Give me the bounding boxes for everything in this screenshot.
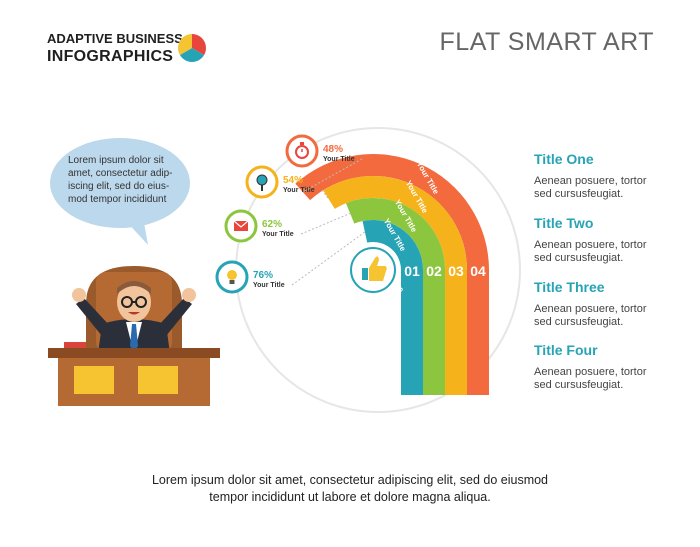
speech-bubble (50, 138, 190, 245)
callout-title: Your Title (253, 282, 285, 289)
legend-title: Title Three (534, 279, 605, 295)
brand-line-2: INFOGRAPHICS (47, 48, 174, 65)
callout-percent: 76% (253, 270, 273, 281)
band-number: 02 (426, 263, 442, 279)
legend-item-3: Title Three Aenean posuere, tortor sed c… (534, 279, 684, 329)
thumbs-up-icon (362, 256, 387, 281)
legend-title: Title Four (534, 342, 598, 358)
footer-line-2: tempor incididunt ut labore et dolore ma… (209, 490, 491, 504)
brand-logo-icon (178, 34, 206, 62)
legend-desc-line: sed cursusfeugiat. (534, 379, 624, 391)
band-03 (323, 176, 467, 395)
legend-item-4: Title Four Aenean posuere, tortor sed cu… (534, 342, 684, 392)
magnifier-icon (256, 174, 268, 191)
callout-percent: 62% (262, 219, 282, 230)
callout-title: Your Title (323, 156, 355, 163)
envelope-icon (233, 220, 249, 231)
band-02 (346, 197, 445, 395)
legend-desc-line: sed cursusfeugiat. (534, 316, 624, 328)
callout-percent: 48% (323, 144, 343, 155)
callout-01: 76%Your Title (215, 231, 366, 294)
footer-line-1: Lorem ipsum dolor sit amet, consectetur … (151, 473, 549, 487)
footer-text: Lorem ipsum dolor sit amet, consectetur … (0, 472, 700, 506)
lightbulb-icon (227, 270, 237, 284)
legend-desc-line: Aenean posuere, tortor (534, 175, 647, 187)
brand-line-1: ADAPTIVE BUSINESS (47, 31, 183, 46)
stopwatch-icon (295, 142, 309, 159)
legend-desc-line: Aenean posuere, tortor (534, 239, 647, 251)
brand-title: ADAPTIVE BUSINESS INFOGRAPHICS (47, 30, 183, 66)
band-number: 04 (470, 263, 486, 279)
callout-title: Your Title (262, 231, 294, 238)
legend-title: Title Two (534, 215, 594, 231)
callout-04: 48%Your Title (285, 134, 363, 193)
businessman-illustration (48, 266, 220, 406)
legend-desc-line: sed cursusfeugiat. (534, 188, 624, 200)
callout-percent: 54% (283, 175, 303, 186)
band-01 (362, 220, 423, 395)
band-number: 03 (448, 263, 464, 279)
legend-desc-line: sed cursusfeugiat. (534, 252, 624, 264)
speech-bubble-text: Lorem ipsum dolor sit amet, consectetur … (68, 155, 173, 205)
band-number: 01 (404, 263, 420, 279)
legend-desc-line: Aenean posuere, tortor (534, 303, 647, 315)
band-04 (295, 154, 489, 395)
legend-title: Title One (534, 151, 594, 167)
legend-item-1: Title One Aenean posuere, tortor sed cur… (534, 151, 684, 201)
callout-title: Your Title (283, 187, 315, 194)
legend-item-2: Title Two Aenean posuere, tortor sed cur… (534, 215, 684, 265)
callout-02: 62%Your Title (224, 209, 351, 243)
center-badge (350, 247, 396, 293)
legend-desc-line: Aenean posuere, tortor (534, 366, 647, 378)
slide-headline: FLAT SMART ART (439, 28, 654, 56)
callout-03: 54%Your Title (245, 165, 330, 200)
